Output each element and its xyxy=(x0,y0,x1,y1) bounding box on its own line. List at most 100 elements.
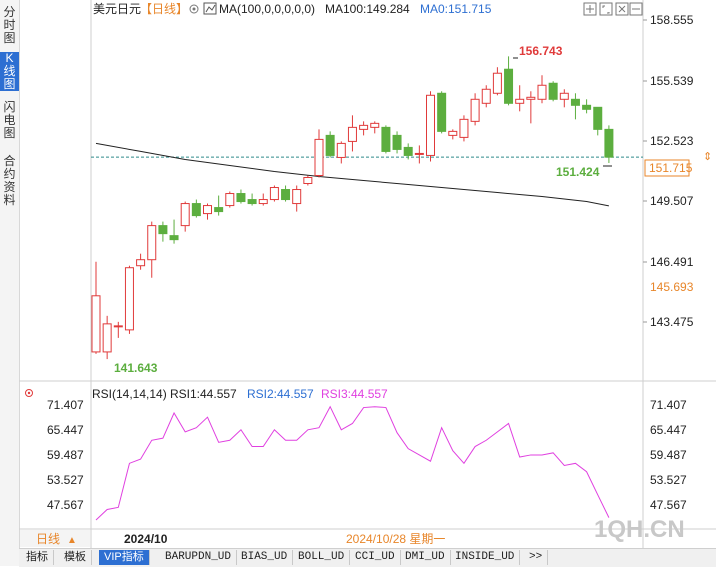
tab-more[interactable]: >> xyxy=(524,550,549,565)
candle-up xyxy=(180,203,190,227)
layout-icon[interactable] xyxy=(629,2,643,16)
candle-down xyxy=(214,207,224,213)
rsi-title: RSI(14,14,14) xyxy=(92,387,167,401)
candle-up xyxy=(292,189,302,205)
candle-up xyxy=(136,259,146,267)
rsi-label-left: 59.487 xyxy=(47,448,84,462)
tab-time-share[interactable]: 分时图 xyxy=(0,6,19,45)
candle-down xyxy=(392,134,402,150)
candle-up xyxy=(336,142,346,158)
rsi-label-left: 53.527 xyxy=(47,473,84,487)
rsi-settings-icon[interactable] xyxy=(25,389,33,397)
last-low-annotation: 151.424 xyxy=(556,165,600,179)
indicator-tab-bar: 指标 模板 VIP指标 BARUPDN_UD BIAS_UD BOLL_UD C… xyxy=(19,548,716,567)
rsi2-value: RSI2:44.557 xyxy=(247,387,314,401)
rsi-label-right: 65.447 xyxy=(650,423,687,437)
close-panel-icon[interactable] xyxy=(615,2,629,16)
chart-icon[interactable] xyxy=(203,2,217,15)
rsi1-value: RSI1:44.557 xyxy=(170,387,237,401)
rsi-label-left: 65.447 xyxy=(47,423,84,437)
rsi-label-right: 71.407 xyxy=(650,398,687,412)
candle-down xyxy=(158,225,168,235)
current-price-tag xyxy=(644,159,690,177)
tab-cci[interactable]: CCI_UD xyxy=(350,550,401,565)
candle-up xyxy=(448,130,458,136)
candle-up xyxy=(492,72,502,94)
crosshair-icon[interactable] xyxy=(583,2,597,16)
tab-templates[interactable]: 模板 xyxy=(59,550,92,565)
candle-up xyxy=(526,96,536,100)
candle-down xyxy=(191,203,201,217)
symbol-title: 美元日元 xyxy=(93,2,141,16)
candle-up xyxy=(102,323,112,353)
candle-up xyxy=(481,88,491,104)
tab-flash-label: 闪电图 xyxy=(3,100,16,140)
candle-up xyxy=(559,92,569,100)
candle-up xyxy=(303,176,313,185)
tab-vip-indicators[interactable]: VIP指标 xyxy=(99,550,150,565)
candle-up xyxy=(515,98,525,104)
price-label: 152.523 xyxy=(650,134,694,148)
tab-contract-info-label: 合约资料 xyxy=(3,154,16,207)
period-select-label: 日线 xyxy=(36,532,60,546)
candle-down xyxy=(169,235,179,241)
candle-up xyxy=(113,325,123,328)
candle-up xyxy=(537,84,547,100)
candle-up xyxy=(314,138,324,176)
tab-boll[interactable]: BOLL_UD xyxy=(293,550,351,565)
tab-flash[interactable]: 闪电图 xyxy=(0,101,19,140)
tab-contract-info[interactable]: 合约资料 xyxy=(0,155,19,207)
candle-up xyxy=(426,94,435,156)
price-label: 149.507 xyxy=(650,194,694,208)
candle-up xyxy=(459,118,469,138)
candle-down xyxy=(381,126,391,152)
low-annotation: 141.643 xyxy=(114,361,158,375)
candle-down xyxy=(281,189,291,201)
candle-down xyxy=(593,106,603,130)
period-dropdown-icon[interactable]: ▲ xyxy=(67,535,77,546)
expand-icon[interactable] xyxy=(599,2,613,16)
ma100-line xyxy=(95,142,609,207)
month-label: 2024/10 xyxy=(124,532,168,546)
candle-up xyxy=(414,152,424,155)
hover-price-label: 145.693 xyxy=(650,280,694,294)
period-label: 【日线】 xyxy=(140,2,188,16)
price-axis: 158.555 155.539 152.523 149.507 146.491 … xyxy=(643,13,694,329)
price-label: 155.539 xyxy=(650,74,694,88)
rsi-axis: 71.407 71.407 65.447 65.447 59.487 59.48… xyxy=(47,398,687,512)
tab-bias[interactable]: BIAS_UD xyxy=(236,550,294,565)
tab-inside[interactable]: INSIDE_UD xyxy=(450,550,521,565)
ma100-value: MA100:149.284 xyxy=(325,2,410,16)
tab-time-share-label: 分时图 xyxy=(3,5,16,45)
price-label: 146.491 xyxy=(650,255,694,269)
rsi-label-left: 71.407 xyxy=(47,398,84,412)
candle-down xyxy=(437,92,447,132)
candle-down xyxy=(403,146,413,156)
candle-up xyxy=(147,225,157,261)
ma0-value: MA0:151.715 xyxy=(420,2,492,16)
settings-icon[interactable] xyxy=(189,4,199,14)
candle-up xyxy=(347,126,357,142)
rsi3-value: RSI3:44.557 xyxy=(321,387,388,401)
period-select[interactable] xyxy=(20,530,90,547)
cursor-date-label: 2024/10/28 星期一 xyxy=(346,532,445,546)
candle-up xyxy=(203,205,212,215)
tab-dmi[interactable]: DMI_UD xyxy=(400,550,451,565)
candle-up xyxy=(359,124,369,130)
price-label: 143.475 xyxy=(650,315,694,329)
candle-up xyxy=(258,199,268,205)
ma-params: MA(100,0,0,0,0,0) xyxy=(219,2,315,16)
watermark: 1QH.CN xyxy=(594,516,685,543)
rsi-label-right: 59.487 xyxy=(650,448,687,462)
candle-down xyxy=(247,199,257,205)
candle-up xyxy=(225,193,235,207)
candle-up xyxy=(470,98,480,122)
candle-down xyxy=(236,193,246,203)
candle-down xyxy=(604,128,614,158)
tab-indicators[interactable]: 指标 xyxy=(21,550,54,565)
current-price-label: 151.715 xyxy=(649,161,693,175)
tab-barupdn[interactable]: BARUPDN_UD xyxy=(160,550,238,565)
